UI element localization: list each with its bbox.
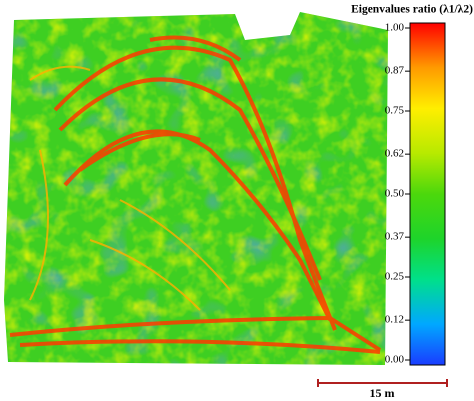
colorbar — [409, 22, 446, 366]
colorbar-tick-label: 0.75 — [385, 105, 405, 117]
colorbar-tick-label: 0.62 — [385, 148, 404, 160]
eigenvalue-raster — [4, 12, 388, 365]
colorbar-tick-label: 0.37 — [385, 231, 405, 243]
colorbar-tick-label: 1.00 — [385, 22, 405, 34]
colorbar-tick-label: 0.12 — [385, 314, 404, 326]
colorbar-tick-label: 0.00 — [385, 354, 405, 366]
colorbar-tick-label: 0.50 — [385, 188, 405, 200]
colorbar-title: Eigenvalues ratio (λ1/λ2) — [351, 4, 473, 16]
scale-bar-label: 15 m — [370, 386, 395, 400]
colorbar-tick-label: 0.87 — [385, 65, 405, 77]
colorbar-tick-label: 0.25 — [385, 271, 405, 283]
